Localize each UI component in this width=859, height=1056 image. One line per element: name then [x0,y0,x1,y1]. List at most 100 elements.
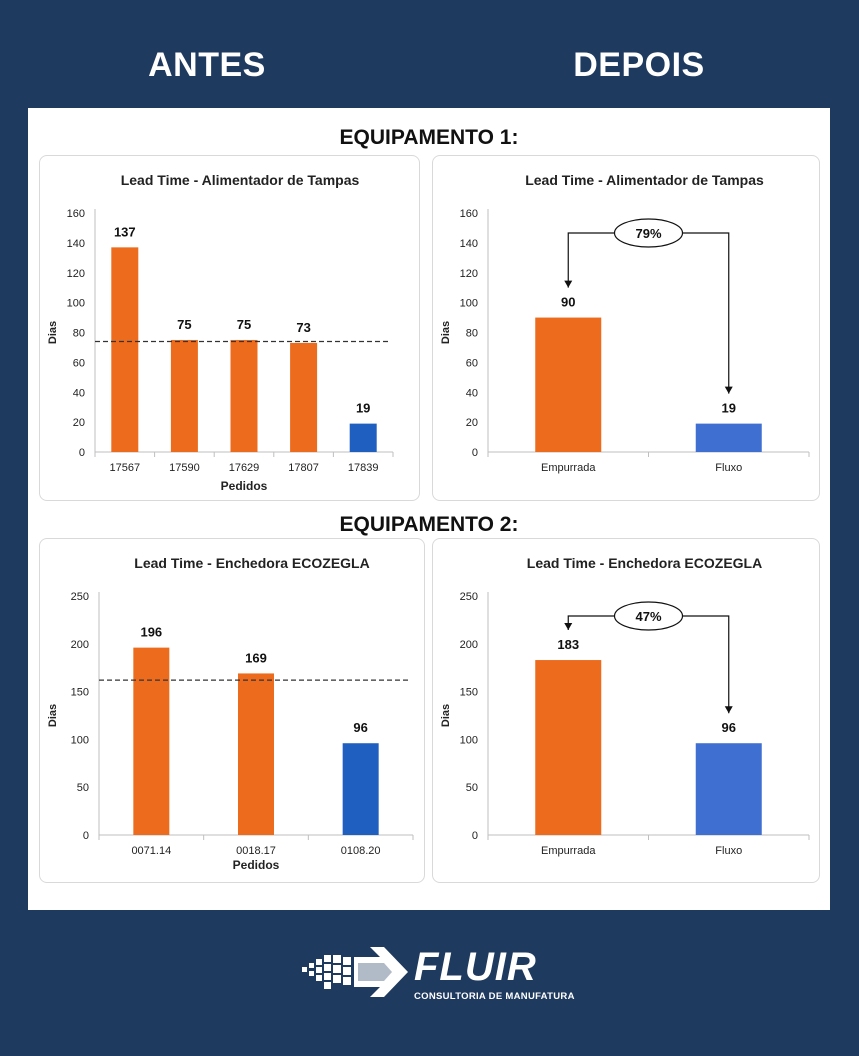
category-label: 17567 [110,462,141,474]
bar [238,673,274,835]
bar [290,342,318,452]
category-label: 17807 [288,462,319,474]
chart-eq2-depois: Lead Time - Enchedora ECOZEGLA 0 50 100 150 2… [440,555,810,857]
chart-card-eq1-antes: Lead Time - Alimentador de Tampas 0 20 40 60… [39,155,420,501]
category-label: 0071.14 [131,845,171,857]
y-axis-label: Dias [47,704,59,727]
category-label: 0018.17 [236,845,276,857]
y-tick-label: 0 [79,447,85,459]
y-tick-label: 100 [460,298,478,310]
chart-eq1-antes: Lead Time - Alimentador de Tampas 0 20 40 60… [47,172,394,493]
chart-card-eq2-antes: Lead Time - Enchedora ECOZEGLA 0 50 100 150 2… [39,538,425,883]
chart-eq1-depois: Lead Time - Alimentador de Tampas 0 20 40 60… [440,172,810,474]
data-label: 196 [140,625,162,640]
category-label: 0108.20 [341,845,381,857]
chart-card-eq2-depois: Lead Time - Enchedora ECOZEGLA 0 50 100 150 2… [432,538,820,883]
y-tick-label: 60 [466,357,478,369]
y-tick-label: 100 [71,734,89,746]
y-tick-label: 150 [460,687,478,699]
data-label: 90 [561,295,575,310]
data-label: 75 [177,317,191,332]
annotation-ellipse [613,218,684,248]
data-label: 75 [237,317,251,332]
logo-tagline: CONSULTORIA DE MANUFATURA [414,991,575,1002]
y-axis-label: Dias [440,321,452,344]
y-tick-label: 50 [77,782,89,794]
data-label: 169 [245,650,267,665]
y-tick-label: 50 [466,782,478,794]
bar [133,647,170,835]
y-tick-label: 250 [460,591,478,603]
y-tick-label: 80 [466,328,478,340]
section-title-equipamento-2: EQUIPAMENTO 2: [339,513,519,536]
data-label: 73 [296,320,310,335]
section-title-equipamento-1: EQUIPAMENTO 1: [339,126,519,149]
y-tick-label: 100 [67,298,85,310]
bar [111,247,139,452]
antes-heading: ANTES [148,46,266,84]
bar [349,423,377,452]
annotation-arrow-left [567,615,615,631]
chart-title: Lead Time - Alimentador de Tampas [121,172,360,188]
annotation-arrow-left [567,232,615,288]
x-axis-label: Pedidos [233,858,280,872]
logo-wordmark: FLUIR [414,945,537,989]
y-axis-label: Dias [440,704,452,727]
category-label: 17590 [169,462,200,474]
category-label: Fluxo [715,462,742,474]
chart-eq2-antes: Lead Time - Enchedora ECOZEGLA 0 50 100 150 2… [47,555,414,872]
y-tick-label: 0 [472,830,478,842]
y-tick-label: 60 [73,357,85,369]
category-label: 17629 [229,462,260,474]
y-tick-label: 200 [460,639,478,651]
bar [535,660,602,835]
y-tick-label: 160 [460,208,478,220]
annotation-ellipse [613,601,684,631]
depois-heading: DEPOIS [573,46,705,84]
fluir-logo: FLUIR CONSULTORIA DE MANUFATURA [300,945,574,1007]
category-label: Empurrada [541,462,596,474]
bar [535,317,602,452]
chart-card-eq1-depois: Lead Time - Alimentador de Tampas 0 20 40 60… [432,155,820,501]
y-tick-label: 150 [71,687,89,699]
data-label: 19 [356,401,370,416]
bar [342,743,379,835]
y-tick-label: 120 [67,268,85,280]
y-tick-label: 140 [460,238,478,250]
bar [230,339,258,452]
chart-title: Lead Time - Enchedora ECOZEGLA [527,555,762,571]
y-tick-label: 200 [71,639,89,651]
x-axis-label: Pedidos [221,479,268,493]
y-tick-label: 100 [460,734,478,746]
y-tick-label: 80 [73,328,85,340]
annotation-label: 47% [635,609,661,624]
category-label: Empurrada [541,845,596,857]
category-label: Fluxo [715,845,742,857]
y-tick-label: 250 [71,591,89,603]
bar [170,339,198,452]
y-axis-label: Dias [47,321,59,344]
y-tick-label: 160 [67,208,85,220]
chart-title: Lead Time - Enchedora ECOZEGLA [134,555,369,571]
y-tick-label: 0 [472,447,478,459]
chart-title: Lead Time - Alimentador de Tampas [525,172,764,188]
y-tick-label: 40 [466,387,478,399]
y-tick-label: 20 [73,417,85,429]
y-tick-label: 0 [83,830,89,842]
data-label: 183 [557,637,579,652]
data-label: 96 [353,720,367,735]
y-tick-label: 140 [67,238,85,250]
annotation-arrowhead-left [564,623,573,631]
annotation-arrow-right [682,232,730,394]
data-label: 137 [114,224,136,239]
annotation-arrow-right [682,615,730,714]
annotation-label: 79% [635,226,661,241]
bar [695,743,762,835]
charts-panel: EQUIPAMENTO 1: Lead Time - Alimentador d… [28,108,830,910]
annotation-arrowhead-left [564,280,573,288]
data-label: 96 [722,720,736,735]
annotation-arrowhead-right [724,386,733,394]
category-label: 17839 [348,462,379,474]
y-tick-label: 120 [460,268,478,280]
annotation-arrowhead-right [724,706,733,714]
